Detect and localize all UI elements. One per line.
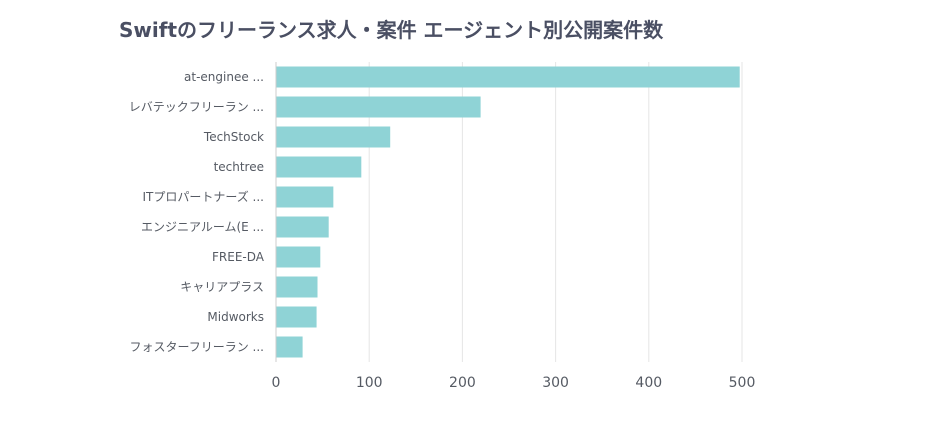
category-labels: at-enginee ... レバテックフリーラン ... TechStock tec… [129,70,265,354]
bar [276,276,318,298]
x-tick-label: 200 [449,375,476,391]
category-label: at-enginee ... [184,70,264,84]
category-label: FREE-DA [212,250,265,264]
x-tick-label: 300 [542,375,569,391]
bar [276,336,303,358]
category-label: ITプロパートナーズ ... [142,189,264,204]
category-label: フォスターフリーラン ... [129,340,264,354]
bar [276,126,391,148]
x-axis-ticks: 0 100 200 300 400 500 [272,375,756,391]
chart-title: Swiftのフリーランス求人・案件 エージェント別公開案件数 [119,18,664,42]
x-tick-label: 400 [635,375,662,391]
bar [276,186,334,208]
x-tick-label: 100 [356,375,383,391]
category-label: TechStock [203,130,264,144]
category-label: キャリアプラス [180,280,264,294]
category-label: Midworks [207,310,264,324]
bar [276,306,317,328]
x-tick-label: 500 [729,375,756,391]
category-label: techtree [214,160,264,174]
category-label: エンジニアルーム(E ... [141,220,264,234]
bar [276,216,329,238]
category-label: レバテックフリーラン ... [129,100,264,114]
bar [276,156,362,178]
bar [276,96,481,118]
x-tick-label: 0 [272,375,281,391]
bar [276,246,321,268]
bars [276,66,740,358]
bar [276,66,740,88]
